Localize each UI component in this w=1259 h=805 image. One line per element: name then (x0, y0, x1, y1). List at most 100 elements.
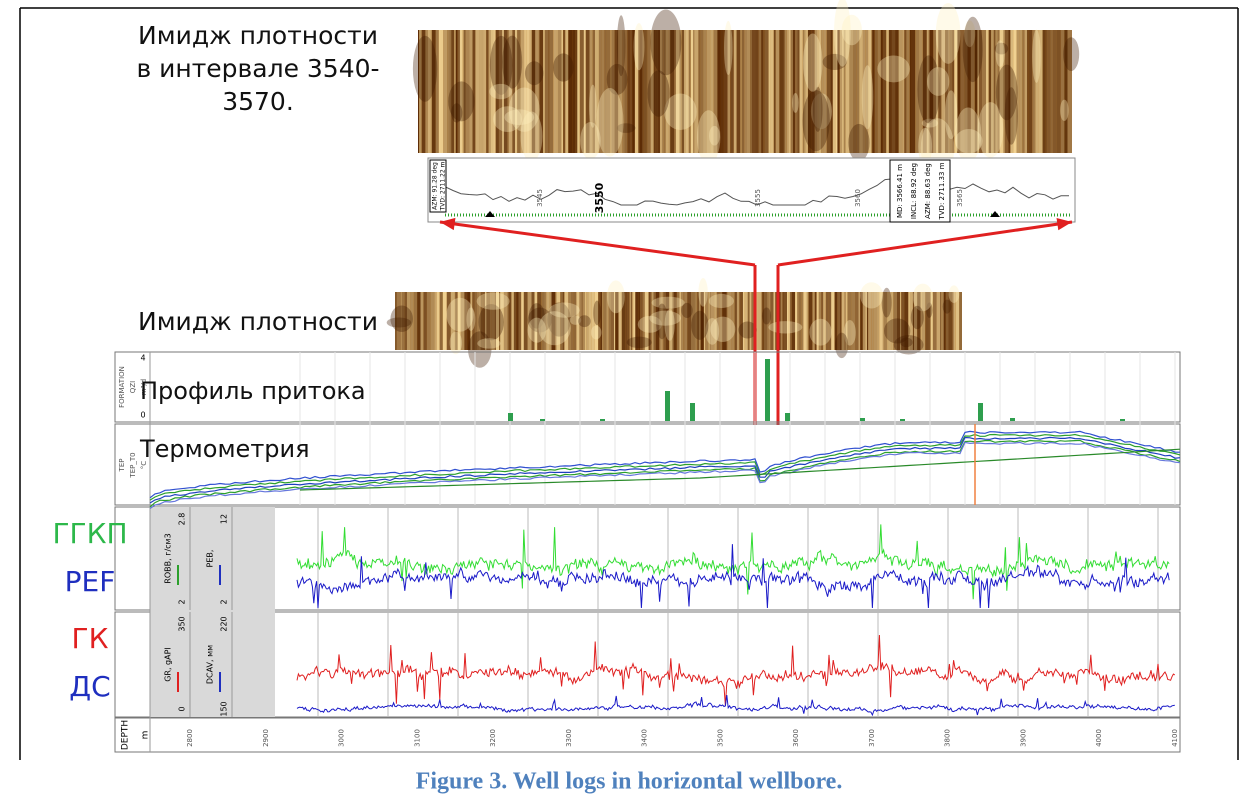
image-stripe (936, 30, 939, 153)
image-stripe (783, 292, 787, 350)
image-blob (948, 285, 960, 303)
image-stripe (868, 292, 872, 350)
image-stripe (611, 30, 615, 153)
image-stripe (655, 30, 658, 153)
image-stripe (687, 292, 691, 350)
image-stripe (909, 30, 912, 153)
image-stripe (954, 30, 958, 153)
image-stripe (601, 30, 605, 153)
image-stripe (742, 292, 745, 350)
image-stripe (618, 30, 620, 153)
image-blob (549, 302, 580, 318)
image-stripe (849, 30, 854, 153)
image-blob (451, 103, 463, 123)
image-stripe (627, 30, 631, 153)
image-stripe (1013, 30, 1017, 153)
image-stripe (685, 30, 689, 153)
curve-name: ROBB, г/см3 (164, 533, 173, 583)
image-stripe (697, 292, 700, 350)
image-stripe (450, 292, 455, 350)
image-stripe (641, 30, 644, 153)
image-stripe (714, 292, 717, 350)
image-stripe (862, 292, 866, 350)
image-stripe (457, 30, 460, 153)
image-blob (412, 35, 438, 102)
image-blob (466, 307, 476, 331)
image-stripe (783, 30, 785, 153)
image-stripe (999, 30, 1003, 153)
image-blob (489, 35, 513, 95)
image-stripe (418, 30, 420, 153)
image-blob (917, 55, 941, 124)
curve-label: PEF (65, 565, 116, 598)
image-stripe (690, 30, 693, 153)
image-stripe (716, 292, 720, 350)
image-stripe (762, 292, 764, 350)
image-stripe (674, 30, 676, 153)
image-stripe (933, 30, 937, 153)
image-stripe (911, 30, 916, 153)
track (114, 717, 1181, 753)
curve-label: ГГКП (52, 517, 127, 550)
image-stripe (806, 30, 808, 153)
image-blob (504, 109, 535, 126)
image-stripe (556, 292, 561, 350)
image-stripe (651, 292, 654, 350)
info-box (429, 159, 447, 213)
image-stripe (479, 292, 481, 350)
inflow-bar (540, 419, 545, 421)
image-stripe (636, 30, 638, 153)
track-label: Термометрия (139, 435, 310, 463)
image-blob (809, 318, 832, 346)
image-blob (596, 88, 624, 157)
image-stripe (842, 30, 844, 153)
image-stripe (610, 30, 612, 153)
temperature-curve (149, 433, 1181, 501)
track (114, 423, 1181, 506)
arrow-line (777, 220, 1073, 267)
image-stripe (535, 30, 539, 153)
image-stripe (812, 292, 815, 350)
image-stripe (575, 30, 578, 153)
image-stripe (556, 30, 558, 153)
image-stripe (511, 292, 514, 350)
image-stripe (750, 30, 752, 153)
image-blob (708, 293, 734, 309)
image-stripe (865, 30, 869, 153)
image-stripe (955, 292, 960, 350)
image-stripe (442, 292, 447, 350)
image-blob (508, 87, 540, 132)
image-stripe (758, 292, 761, 350)
image-stripe (679, 292, 681, 350)
image-blob (651, 296, 685, 309)
image-stripe (986, 30, 989, 153)
image-stripe (797, 292, 799, 350)
image-blob (893, 335, 924, 355)
image-stripe (557, 30, 562, 153)
image-stripe (621, 292, 626, 350)
image-stripe (564, 292, 569, 350)
zoom-depth-label: 3555 (754, 189, 762, 207)
image-stripe (548, 30, 550, 153)
image-stripe (579, 30, 584, 153)
image-stripe (472, 30, 476, 153)
track-label: Профиль притока (140, 377, 366, 405)
image-stripe (661, 292, 663, 350)
image-blob (995, 40, 1005, 67)
image-blob (547, 302, 571, 337)
image-stripe (507, 292, 509, 350)
image-stripe (495, 30, 499, 153)
image-stripe (826, 30, 831, 153)
depth-tick-label: 3800 (944, 729, 952, 747)
image-stripe (563, 30, 566, 153)
image-stripe (909, 292, 913, 350)
image-blob (449, 331, 463, 355)
image-stripe (853, 30, 857, 153)
image-stripe (595, 30, 599, 153)
image-stripe (644, 292, 649, 350)
image-stripe (711, 292, 715, 350)
image-blob (502, 35, 523, 89)
image-stripe (551, 292, 556, 350)
image-stripe (925, 292, 929, 350)
image-stripe (928, 30, 930, 153)
